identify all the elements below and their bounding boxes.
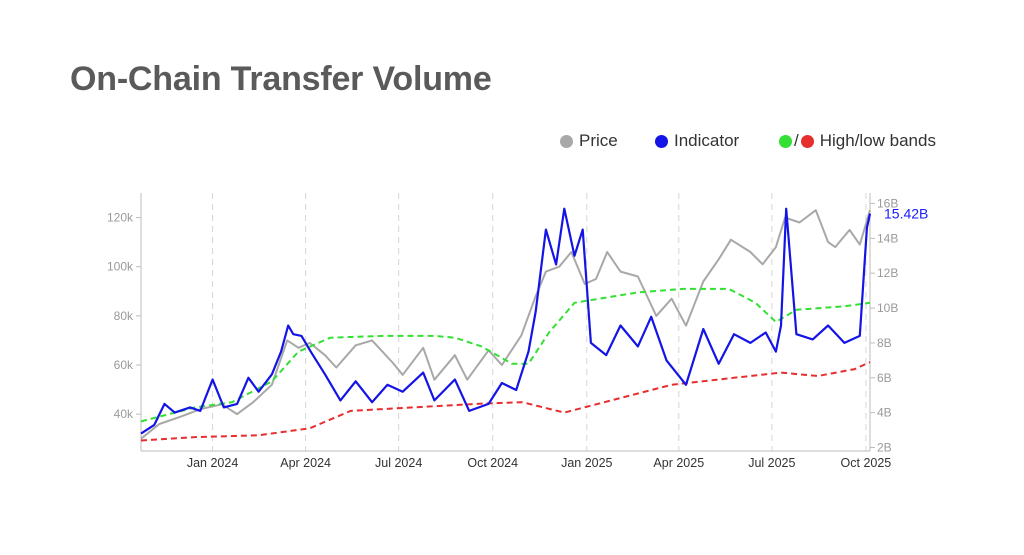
y-right-tick-label: 2B xyxy=(877,441,892,455)
legend-price-label: Price xyxy=(579,131,618,150)
indicator-last-value-label: 15.42B xyxy=(884,206,928,222)
price-dot-icon xyxy=(560,134,573,148)
legend-bands-label: High/low bands xyxy=(819,131,936,150)
y-left-tick-label: 40k xyxy=(114,407,134,421)
series-layer xyxy=(140,207,872,442)
y-right-tick-label: 10B xyxy=(877,301,898,315)
x-tick-label: Jan 2025 xyxy=(561,456,612,470)
x-tick-label: Oct 2024 xyxy=(467,456,518,470)
indicator-dot-icon xyxy=(655,134,668,148)
series-line-indicator xyxy=(140,207,872,435)
legend-bands-slash: / xyxy=(794,131,799,150)
page-title: On-Chain Transfer Volume xyxy=(70,60,492,98)
legend-item-indicator[interactable]: Indicator xyxy=(655,131,739,151)
y-left-tick-label: 120k xyxy=(107,211,134,225)
y-left-tick-label: 100k xyxy=(107,260,134,274)
low-band-dot-icon xyxy=(800,134,814,148)
y-right-tick-label: 6B xyxy=(877,371,892,385)
high-band-dot-icon xyxy=(779,134,792,148)
series-line-price xyxy=(140,209,871,440)
x-tick-label: Apr 2024 xyxy=(280,456,331,470)
series-line-low-band xyxy=(140,361,871,442)
x-tick-label: Jul 2024 xyxy=(375,456,422,470)
x-tick-label: Oct 2025 xyxy=(841,456,892,470)
axis-layer: Jan 2024 Apr 2024 Jul 2024 Oct 2024 Jan 2025… xyxy=(107,193,898,470)
y-left-tick-label: 60k xyxy=(114,358,134,372)
y-right-tick-label: 16B xyxy=(877,196,898,210)
label-layer: 15.42B xyxy=(884,206,928,222)
x-tick-label: Jan 2024 xyxy=(187,456,238,470)
chart-legend: Price Indicator / High/low bands xyxy=(0,131,1024,153)
legend-indicator-label: Indicator xyxy=(674,131,740,150)
y-right-tick-label: 8B xyxy=(877,336,892,350)
x-tick-label: Apr 2025 xyxy=(653,456,704,470)
y-left-tick-label: 80k xyxy=(114,309,134,323)
grid-layer xyxy=(212,193,867,451)
y-right-tick-label: 12B xyxy=(877,266,898,280)
y-right-tick-label: 4B xyxy=(877,406,892,420)
legend-item-price[interactable]: Price xyxy=(560,131,618,151)
series-line-high-band xyxy=(140,287,871,423)
legend-item-bands[interactable]: / High/low bands xyxy=(779,131,936,151)
y-right-tick-label: 14B xyxy=(877,231,898,245)
x-tick-label: Jul 2025 xyxy=(748,456,795,470)
